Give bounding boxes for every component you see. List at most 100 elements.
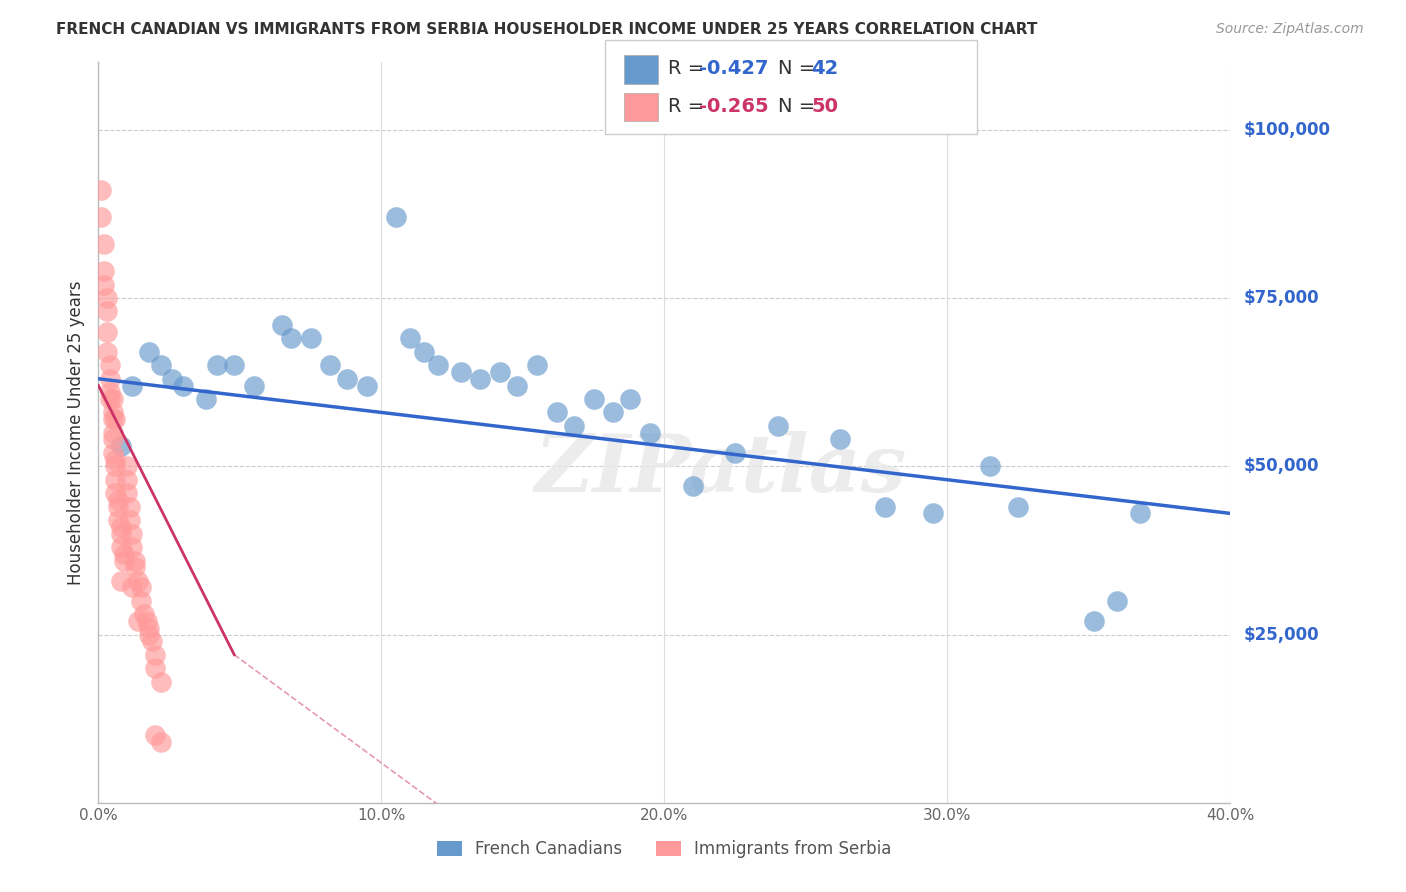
Point: [110, 574, 132, 588]
Point: [149, 359, 172, 373]
Point: [101, 405, 124, 419]
Point: [121, 540, 143, 554]
Point: [280, 331, 302, 345]
Point: [724, 446, 747, 460]
Point: [356, 378, 378, 392]
Point: [101, 392, 124, 406]
Point: [132, 607, 155, 622]
Point: [135, 614, 157, 628]
Point: [138, 344, 160, 359]
Point: [98, 372, 121, 386]
Point: [104, 459, 127, 474]
Point: [562, 418, 585, 433]
Point: [450, 365, 472, 379]
Point: [96, 325, 118, 339]
Point: [224, 359, 246, 373]
Point: [682, 479, 704, 493]
Point: [110, 520, 132, 534]
Point: [101, 425, 124, 440]
Point: [160, 372, 183, 386]
Point: [149, 735, 172, 749]
Point: [489, 365, 512, 379]
Point: [96, 291, 118, 305]
Text: 42: 42: [811, 59, 838, 78]
Y-axis label: Householder Income Under 25 years: Householder Income Under 25 years: [66, 280, 84, 585]
Point: [112, 547, 135, 561]
Point: [384, 211, 406, 225]
Point: [98, 385, 121, 400]
Point: [110, 526, 132, 541]
Point: [101, 433, 124, 447]
Point: [141, 634, 163, 648]
Point: [1083, 614, 1105, 628]
Point: [1129, 507, 1152, 521]
Point: [506, 378, 529, 392]
Point: [107, 492, 129, 507]
Point: [138, 621, 160, 635]
Text: N =: N =: [778, 59, 821, 78]
Point: [118, 513, 141, 527]
Point: [138, 627, 160, 641]
Point: [412, 344, 434, 359]
Text: N =: N =: [778, 96, 821, 116]
Point: [93, 237, 115, 252]
Point: [107, 500, 129, 514]
Point: [107, 513, 129, 527]
Text: -0.265: -0.265: [699, 96, 769, 116]
Text: $75,000: $75,000: [1244, 289, 1319, 307]
Point: [104, 412, 127, 426]
Point: [127, 574, 149, 588]
Legend: French Canadians, Immigrants from Serbia: French Canadians, Immigrants from Serbia: [430, 833, 898, 865]
Point: [93, 277, 115, 292]
Point: [115, 459, 138, 474]
Text: R =: R =: [668, 59, 710, 78]
Point: [121, 378, 143, 392]
Point: [602, 405, 624, 419]
Point: [101, 412, 124, 426]
Point: [207, 359, 229, 373]
Point: [96, 344, 118, 359]
Point: [98, 392, 121, 406]
Point: [1007, 500, 1029, 514]
Point: [101, 446, 124, 460]
Point: [115, 473, 138, 487]
Point: [319, 359, 342, 373]
Text: Source: ZipAtlas.com: Source: ZipAtlas.com: [1216, 22, 1364, 37]
Text: ZIPatlas: ZIPatlas: [534, 431, 907, 508]
Point: [873, 500, 896, 514]
Point: [243, 378, 266, 392]
Point: [129, 581, 152, 595]
Point: [149, 674, 172, 689]
Point: [121, 581, 143, 595]
Point: [766, 418, 789, 433]
Point: [124, 553, 146, 567]
Point: [121, 526, 143, 541]
Text: R =: R =: [668, 96, 710, 116]
Point: [90, 183, 112, 197]
Point: [398, 331, 420, 345]
Text: FRENCH CANADIAN VS IMMIGRANTS FROM SERBIA HOUSEHOLDER INCOME UNDER 25 YEARS CORR: FRENCH CANADIAN VS IMMIGRANTS FROM SERBI…: [56, 22, 1038, 37]
Text: $25,000: $25,000: [1244, 625, 1319, 643]
Point: [194, 392, 217, 406]
Point: [93, 264, 115, 278]
Point: [336, 372, 359, 386]
Point: [1107, 594, 1129, 608]
Text: -0.427: -0.427: [699, 59, 768, 78]
Point: [828, 433, 851, 447]
Point: [143, 729, 166, 743]
Point: [110, 439, 132, 453]
Point: [427, 359, 450, 373]
Point: [118, 500, 141, 514]
Point: [143, 661, 166, 675]
Point: [619, 392, 641, 406]
Point: [299, 331, 322, 345]
Point: [112, 553, 135, 567]
Point: [271, 318, 294, 332]
Point: [526, 359, 548, 373]
Point: [638, 425, 661, 440]
Point: [90, 211, 112, 225]
Text: $100,000: $100,000: [1244, 120, 1331, 139]
Point: [172, 378, 194, 392]
Point: [96, 304, 118, 318]
Point: [582, 392, 605, 406]
